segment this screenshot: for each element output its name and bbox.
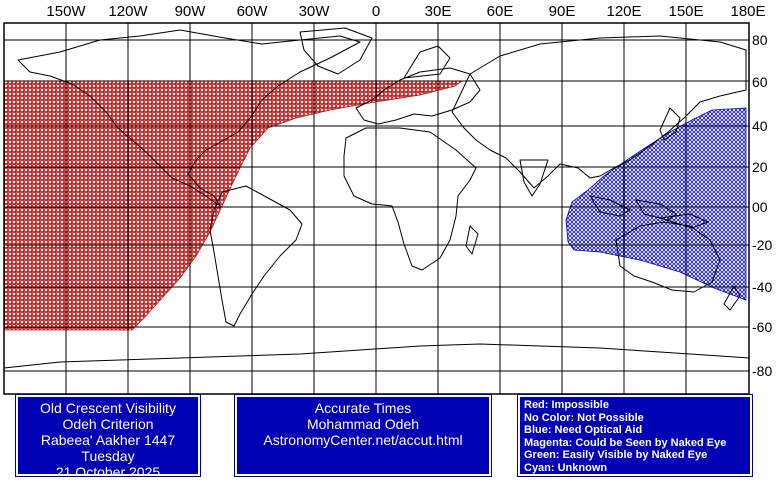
map-frame [3, 22, 750, 395]
panel-title-line4: Tuesday [81, 448, 135, 464]
map-canvas [3, 22, 750, 395]
info-panel-title: Old Crescent Visibility Odeh Criterion R… [15, 394, 201, 480]
lat-right-n40: -40 [752, 279, 773, 295]
lon-label-30w: 30W [298, 3, 330, 20]
lat-right-n80: -80 [752, 363, 773, 379]
lon-label-60w: 60W [236, 3, 268, 20]
legend-panel: Red: Impossible No Color: Not Possible B… [517, 394, 753, 477]
lon-label-180e: 180E [730, 3, 766, 20]
visibility-map: 150W 120W 90W 60W 30W 0 30E 60E 90E 120E… [3, 3, 773, 395]
lon-label-150e: 150E [668, 3, 704, 20]
impossible-region [4, 80, 464, 331]
lon-label-0: 0 [371, 3, 381, 20]
legend-no-color: No Color: Not Possible [524, 411, 644, 424]
legend-green: Green: Easily Visible by Naked Eye [524, 449, 708, 462]
lon-label-30e: 30E [424, 3, 452, 20]
legend-cyan: Cyan: Unknown [524, 461, 608, 474]
panel-credits-line2: Mohammad Odeh [306, 416, 420, 432]
panel-title-line5: 21 October 2025 [55, 464, 161, 480]
continent-outlines [4, 27, 749, 369]
lat-right-80: 80 [752, 32, 768, 48]
panel-credits-url: AstronomyCenter.net/accut.html [263, 432, 463, 448]
panel-title-line3: Rabeea' Aakher 1447 [40, 432, 176, 448]
legend-red: Red: Impossible [524, 399, 609, 411]
legend-magenta: Magenta: Could be Seen by Naked Eye [524, 436, 727, 449]
graticule [4, 23, 749, 394]
lat-right-n20: -20 [752, 237, 773, 253]
lat-right-40: 40 [752, 118, 768, 134]
lat-right-60: 60 [752, 74, 768, 90]
lat-right-n60: -60 [752, 319, 773, 335]
panel-title-line1: Old Crescent Visibility [40, 400, 176, 416]
lon-label-120e: 120E [606, 3, 642, 20]
lat-right-00: 00 [752, 199, 768, 215]
panel-title-line2: Odeh Criterion [62, 416, 154, 432]
optical-aid-region [565, 107, 747, 301]
lon-label-60e: 60E [486, 3, 514, 20]
lon-label-90e: 90E [548, 3, 576, 20]
info-panel-credits: Accurate Times Mohammad Odeh AstronomyCe… [234, 394, 492, 477]
lon-label-150w: 150W [46, 3, 86, 20]
legend-blue: Blue: Need Optical Aid [524, 424, 643, 437]
panel-credits-line1: Accurate Times [314, 400, 412, 416]
lon-label-120w: 120W [108, 3, 148, 20]
lon-label-90w: 90W [174, 3, 206, 20]
lat-right-20: 20 [752, 159, 768, 175]
